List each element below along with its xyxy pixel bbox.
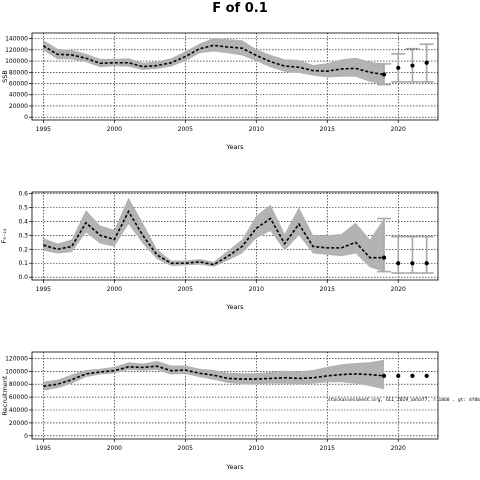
forecast-point	[381, 373, 387, 378]
x-tick-label: 1995	[36, 445, 51, 452]
x-tick-label: 2000	[107, 126, 122, 133]
y-tick-label: 120000	[5, 355, 28, 362]
y-axis-label: SSB	[1, 70, 9, 83]
forecast-point	[410, 261, 415, 266]
x-tick-label: 2015	[320, 445, 335, 452]
y-tick-label: 40000	[9, 92, 28, 99]
x-tick-label: 2010	[249, 126, 264, 133]
x-tick-label: 2020	[391, 126, 406, 133]
y-tick-label: 0.5	[18, 204, 28, 211]
y-tick-label: 60000	[9, 394, 28, 401]
y-tick-label: 120000	[5, 47, 28, 54]
x-axis-label: Years	[225, 463, 244, 471]
plot-frame	[31, 32, 439, 121]
x-tick-label: 2015	[320, 126, 335, 133]
forecast-errorbar	[419, 235, 434, 274]
x-tick-label: 2020	[391, 445, 406, 452]
panels: 1995 2000 2005 2010 2015 20200200004000060000…	[0, 32, 480, 471]
x-tick-label: 2020	[391, 286, 406, 293]
y-tick-label: 100000	[5, 368, 28, 375]
estimate-line	[42, 44, 385, 76]
y-tick-label: 0.1	[18, 260, 28, 267]
y-tick-label: 60000	[9, 81, 28, 88]
y-axis-label: F₅₋₂₁	[0, 228, 8, 243]
forecast-point	[410, 63, 415, 68]
y-tick-label: 140000	[5, 36, 28, 43]
y-tick-label: 0.3	[18, 232, 28, 239]
x-axis-label: Years	[225, 143, 244, 151]
y-tick-label: 40000	[9, 407, 28, 414]
confidence-band	[43, 197, 385, 272]
x-tick-label: 1995	[36, 126, 51, 133]
y-tick-label: 20000	[9, 420, 28, 427]
y-axis-label: Recruitment	[1, 375, 9, 415]
forecast-point	[424, 373, 429, 378]
y-tick-label: 0	[24, 114, 28, 121]
estimate-line	[43, 209, 385, 266]
forecast-errorbar	[391, 235, 406, 274]
y-tick-label: 0	[24, 433, 28, 440]
forecast-errorbar	[405, 235, 420, 274]
chart-title: F of 0.1	[212, 1, 268, 16]
x-tick-label: 2005	[178, 445, 193, 452]
y-tick-label: 80000	[9, 69, 28, 76]
plot-frame	[31, 191, 439, 281]
forecast-point	[424, 261, 429, 266]
forecast-point	[396, 261, 401, 266]
x-tick-label: 2005	[178, 126, 193, 133]
forecast-point	[424, 60, 429, 65]
x-tick-label: 1995	[36, 286, 51, 293]
forecast-point	[381, 255, 387, 260]
x-tick-label: 2010	[249, 445, 264, 452]
confidence-band	[43, 38, 385, 85]
y-tick-label: 0.6	[18, 190, 28, 197]
forecast-errorbar	[377, 217, 392, 273]
x-tick-label: 2005	[178, 286, 193, 293]
forecast-point	[396, 373, 401, 378]
forecast-point	[410, 373, 415, 378]
panel-1: 1995 2000 2005 2010 2015 2020 0 20000 40000 60000…	[1, 32, 439, 151]
y-tick-label: 0.0	[18, 274, 28, 281]
y-tick-label: 80000	[9, 381, 28, 388]
x-tick-label: 2015	[320, 286, 335, 293]
y-tick-label: 0.2	[18, 246, 28, 253]
panel-2: 1995 2000 2005 2010 2015 2020 0.0 0.1 0.2 0.3 0.4 0…	[0, 190, 439, 311]
x-axis-label: Years	[225, 303, 244, 311]
y-tick-label: 20000	[9, 103, 28, 110]
source-note: stockassessment.org, GLL_2019_anhaf7, r.…	[328, 397, 480, 403]
y-tick-label: 0.4	[18, 218, 28, 225]
forecast-point	[381, 72, 387, 77]
y-tick-label: 100000	[5, 58, 28, 65]
x-tick-label: 2000	[107, 445, 122, 452]
confidence-band	[43, 359, 385, 391]
panel-3: 1995 2000 2005 2010 2015 2020 0 20000 40000 60000…	[1, 351, 439, 471]
forecast-point	[396, 65, 401, 70]
x-tick-label: 2010	[249, 286, 264, 293]
x-tick-label: 2000	[107, 286, 122, 293]
plot-frame	[31, 351, 439, 440]
